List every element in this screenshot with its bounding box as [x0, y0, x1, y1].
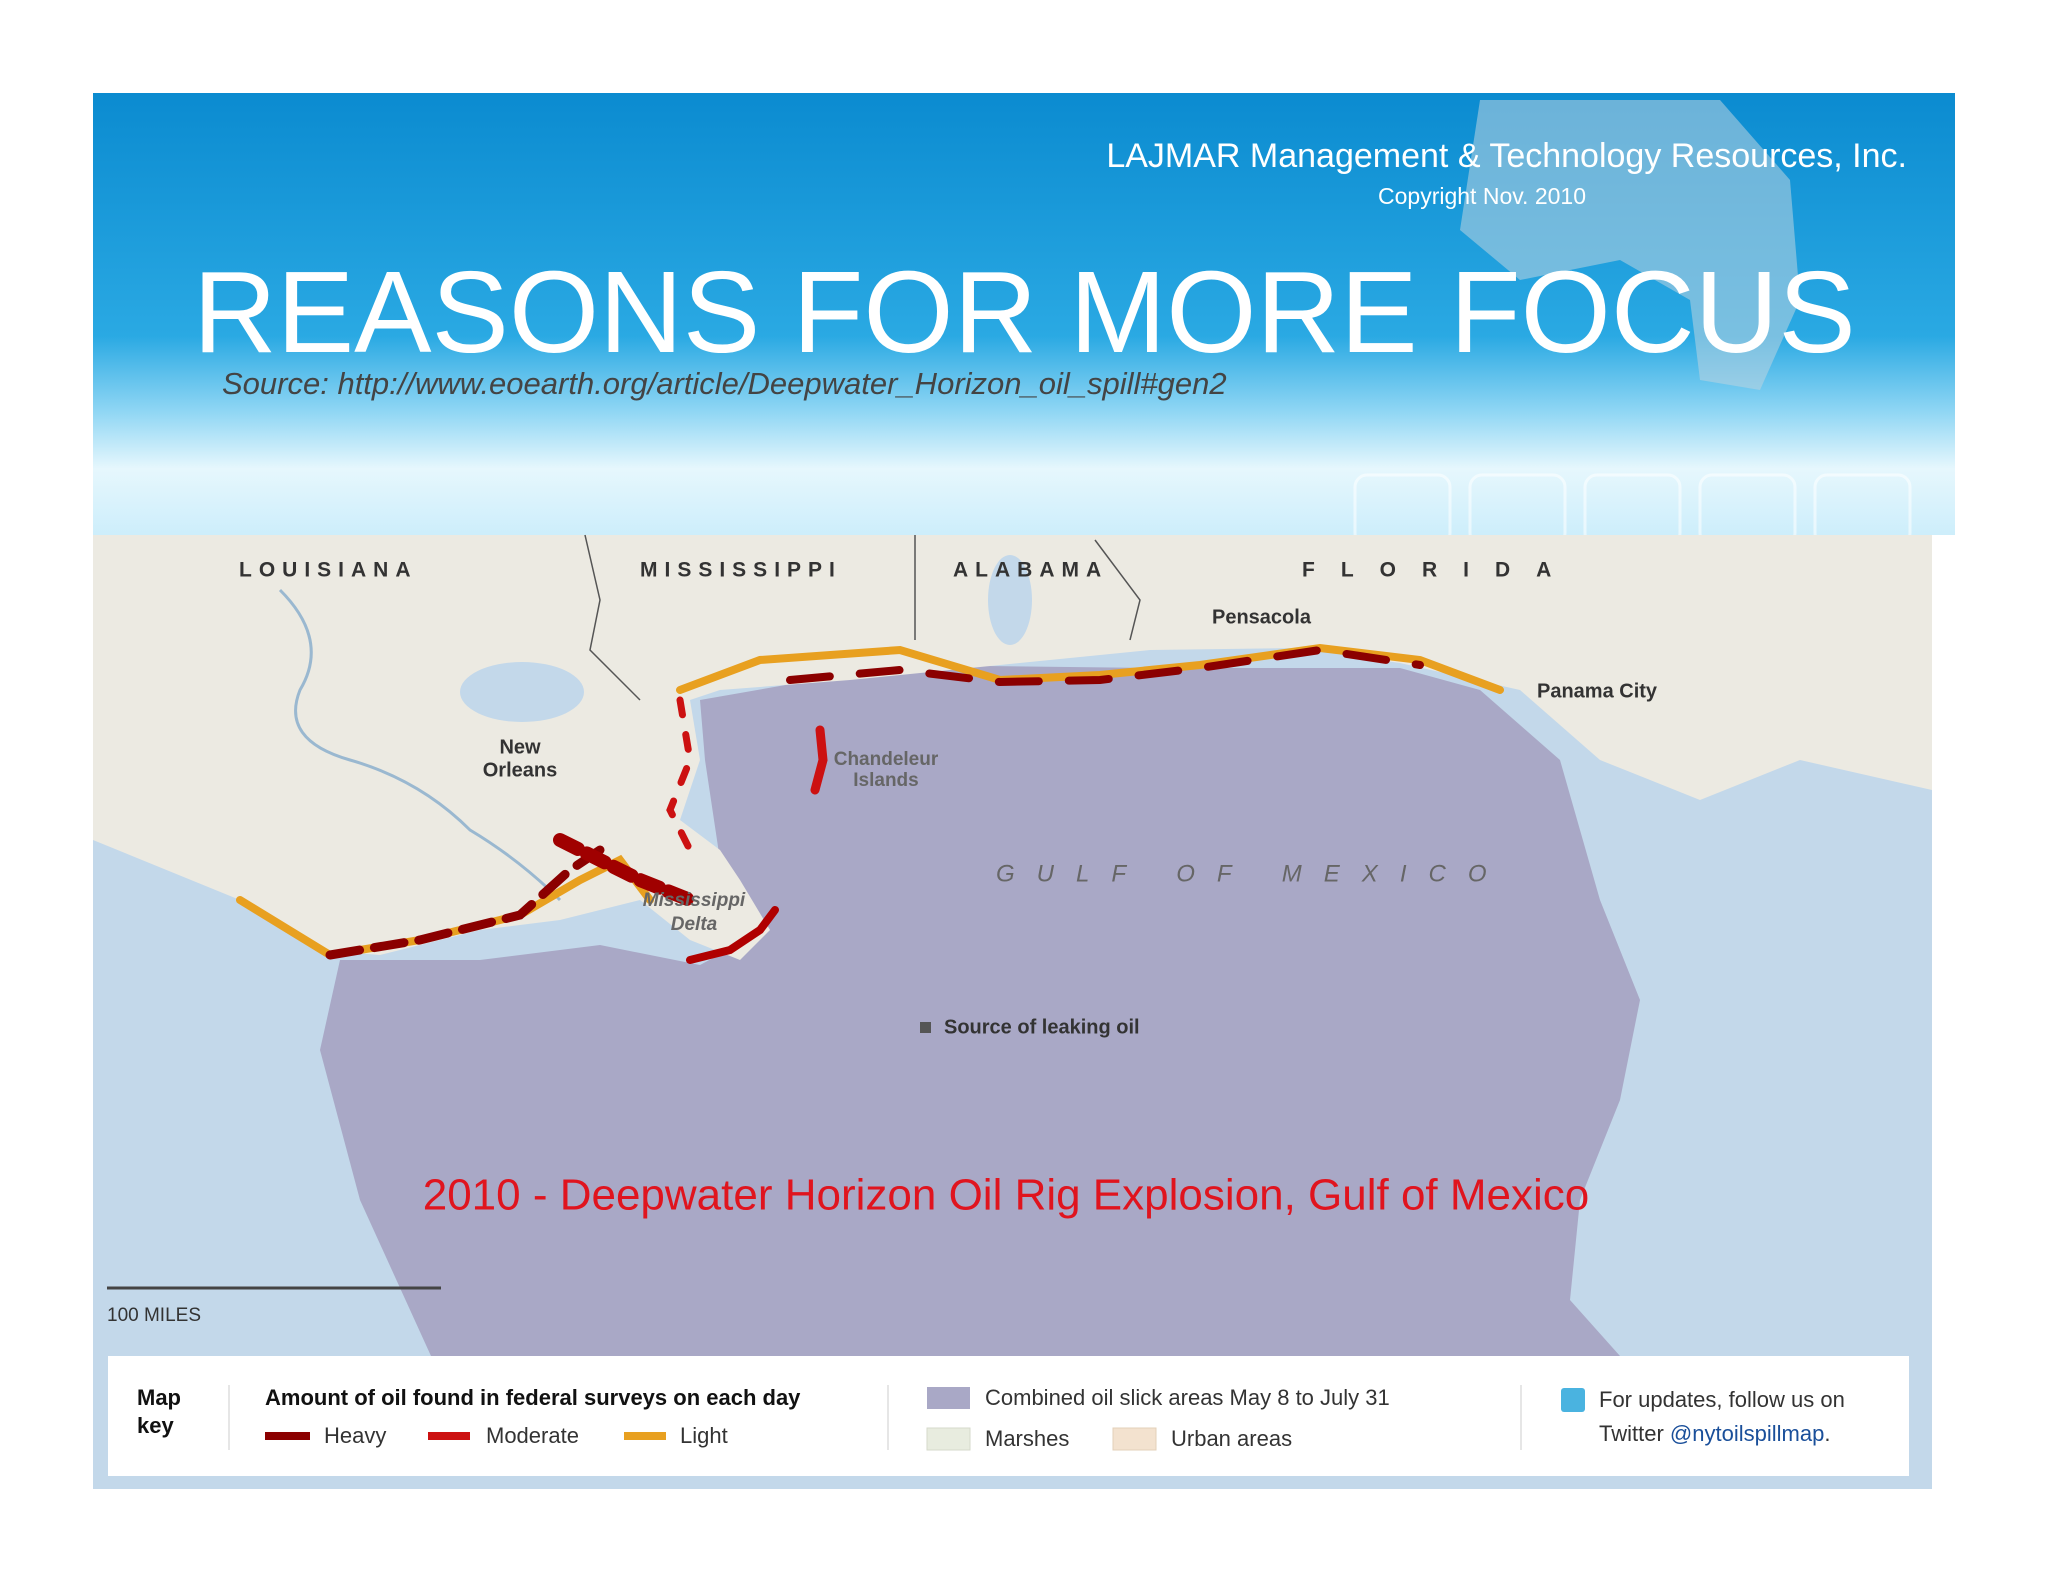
oil-coastline — [236, 643, 1504, 964]
oil-slick-area — [320, 665, 1640, 1356]
legend-item: Urban areas — [1171, 1426, 1292, 1451]
copyright: Copyright Nov. 2010 — [1378, 183, 1586, 209]
place-label: Chandeleur — [834, 749, 939, 770]
state-label: LOUISIANA — [239, 559, 418, 582]
legend-key: key — [137, 1413, 174, 1438]
lake-pontchartrain — [460, 662, 584, 722]
state-borders — [584, 534, 1141, 701]
twitter-period: . — [1824, 1421, 1830, 1446]
slide-title: REASONS FOR MORE FOCUS — [193, 247, 1856, 377]
state-label: FLORIDA — [1302, 559, 1577, 582]
twitter-word: Twitter — [1599, 1421, 1664, 1446]
place-label: Delta — [671, 914, 718, 935]
place-label: Mississippi — [643, 890, 746, 911]
caption: 2010 - Deepwater Horizon Oil Rig Explosi… — [423, 1171, 1590, 1220]
city-label: Orleans — [483, 759, 557, 781]
twitter-icon — [1561, 1388, 1585, 1412]
legend-item: Moderate — [486, 1423, 579, 1448]
wrench-graphic — [1460, 100, 1800, 390]
swatch — [927, 1387, 970, 1409]
twitter-handle[interactable]: @nytoilspillmap — [1670, 1421, 1824, 1446]
twitter-note: Twitter @nytoilspillmap. — [1599, 1421, 1830, 1446]
city-label: Pensacola — [1212, 606, 1312, 628]
legend-item: Marshes — [985, 1426, 1069, 1451]
land — [93, 535, 1932, 960]
legend-item: Combined oil slick areas May 8 to July 3… — [985, 1385, 1390, 1410]
city-label: Panama City — [1537, 680, 1658, 702]
mobile-bay — [988, 555, 1032, 645]
swatch — [265, 1432, 310, 1440]
state-label: ALABAMA — [953, 559, 1108, 582]
swatch — [624, 1432, 666, 1440]
source-label: Source of leaking oil — [944, 1016, 1140, 1038]
legend-box — [108, 1356, 1909, 1476]
city-label: New — [499, 736, 541, 758]
place-label: Islands — [853, 770, 918, 791]
swatch — [1112, 1427, 1157, 1451]
legend-item: Heavy — [324, 1423, 386, 1448]
company-name: LAJMAR Management & Technology Resources… — [1106, 137, 1907, 175]
legend: Map key Amount of oil found in federal s… — [108, 1356, 1909, 1476]
twitter-note: For updates, follow us on — [1599, 1387, 1845, 1412]
scale-label: 100 MILES — [107, 1305, 201, 1326]
legend-title: Amount of oil found in federal surveys o… — [265, 1385, 801, 1410]
map: LOUISIANA MISSISSIPPI ALABAMA FLORIDA Pe… — [93, 534, 1932, 1489]
legend-item: Light — [680, 1423, 728, 1448]
source-marker — [920, 1022, 931, 1033]
state-label: MISSISSIPPI — [640, 559, 842, 582]
gulf-label: GULF OF MEXICO — [996, 860, 1508, 887]
river — [278, 588, 562, 902]
source-url: Source: http://www.eoearth.org/article/D… — [222, 366, 1227, 401]
legend-key: Map — [137, 1385, 181, 1410]
swatch — [428, 1432, 470, 1440]
swatch — [926, 1427, 971, 1451]
